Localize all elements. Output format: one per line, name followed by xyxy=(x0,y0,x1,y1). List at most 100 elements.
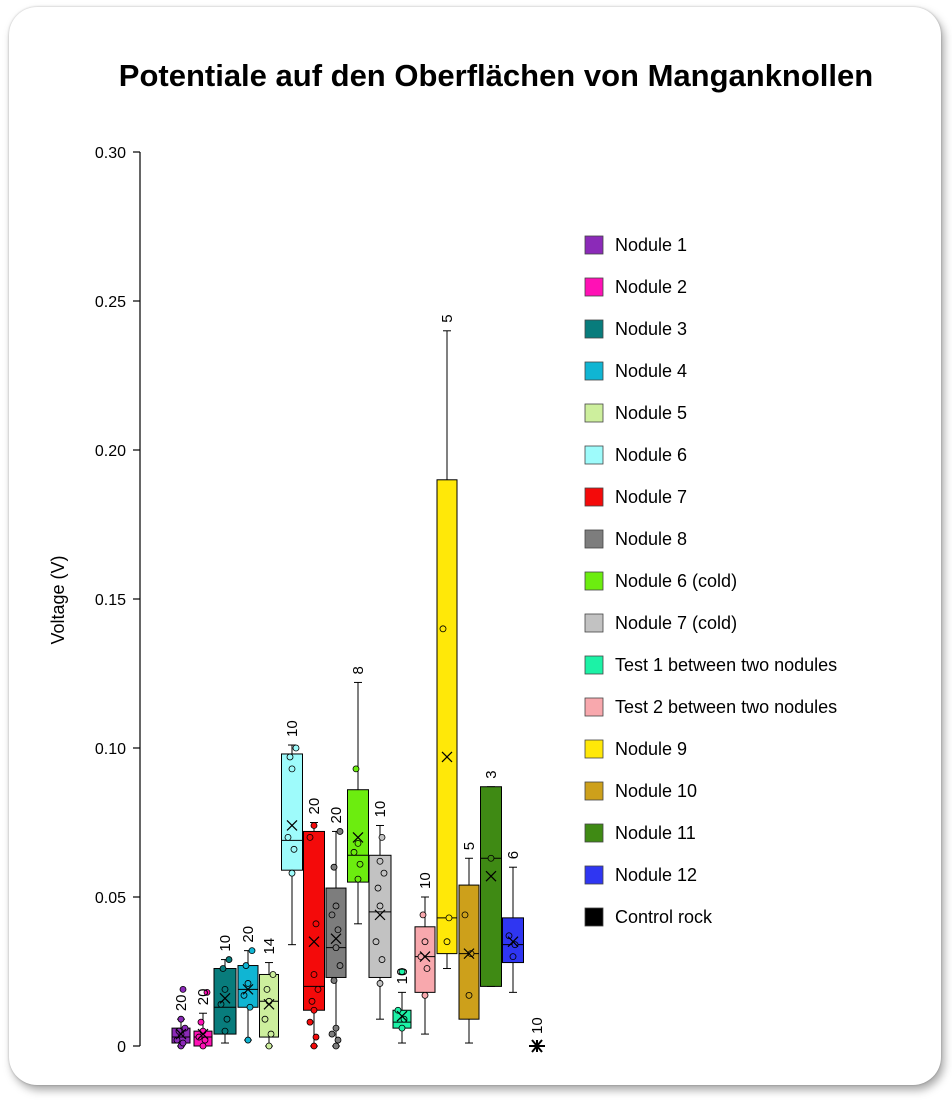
legend-swatch xyxy=(584,445,604,465)
data-point xyxy=(306,1018,314,1026)
sample-count-label: 14 xyxy=(261,938,278,955)
data-point xyxy=(201,1036,209,1044)
legend-label: Nodule 11 xyxy=(615,823,696,843)
y-tick-label: 0 xyxy=(117,1039,126,1056)
data-point xyxy=(376,980,384,987)
data-point xyxy=(509,953,517,960)
data-point xyxy=(179,1039,187,1047)
data-point xyxy=(261,1015,269,1023)
data-point xyxy=(173,1036,181,1044)
data-point xyxy=(219,965,227,972)
legend-label: Nodule 4 xyxy=(615,361,687,381)
sample-count-label: 20 xyxy=(195,989,212,1006)
mean-marker xyxy=(330,933,342,945)
box-3: 10 xyxy=(213,935,237,1044)
legend-label: Nodule 3 xyxy=(615,319,687,339)
legend: Nodule 1 Nodule 2 Nodule 3 Nodule 4 Nodule 5… xyxy=(584,235,837,927)
box-body xyxy=(325,887,347,978)
data-point xyxy=(378,956,386,963)
data-point xyxy=(354,875,362,883)
mean-marker xyxy=(507,936,519,948)
data-point xyxy=(378,834,386,841)
sample-count-label: 20 xyxy=(240,926,257,943)
legend-swatch xyxy=(584,739,604,759)
mean-marker xyxy=(463,948,475,960)
box-1: 20 xyxy=(171,985,191,1050)
box-17: 10 xyxy=(529,1017,546,1053)
box-5: 14 xyxy=(259,938,279,1050)
legend-item: Nodule 5 xyxy=(584,403,687,423)
data-point xyxy=(376,902,384,910)
legend-label: Nodule 2 xyxy=(615,277,687,297)
legend-swatch xyxy=(584,571,604,591)
data-point xyxy=(308,997,316,1005)
data-point xyxy=(197,1018,205,1026)
box-10: 10 xyxy=(368,801,392,1020)
data-point xyxy=(314,985,322,993)
y-axis: 0 0.05 0.10 0.15 0.20 0.25 0.30 Voltage (V) xyxy=(48,145,141,1056)
data-point xyxy=(398,1024,406,1032)
data-point xyxy=(465,991,473,999)
sample-count-label: 10 xyxy=(372,801,389,818)
data-point xyxy=(400,1015,408,1023)
sample-count-label: 10 xyxy=(394,968,411,985)
legend-label: Nodule 1 xyxy=(615,235,687,255)
box-15: 3 xyxy=(480,770,502,987)
box-8: 20 xyxy=(325,807,347,1050)
legend-item: Nodule 1 xyxy=(584,235,687,255)
mean-marker xyxy=(219,992,231,1004)
legend-item: Nodule 6 (cold) xyxy=(584,571,737,591)
data-point xyxy=(221,1027,229,1035)
data-point xyxy=(354,839,362,847)
data-point xyxy=(306,834,314,841)
data-point xyxy=(421,938,429,946)
legend-swatch xyxy=(584,319,604,339)
data-point xyxy=(328,911,336,919)
box-6: 10 xyxy=(281,720,303,946)
box-4: 20 xyxy=(237,926,259,1044)
data-point xyxy=(511,941,519,949)
data-point xyxy=(284,834,292,841)
mean-marker xyxy=(441,751,453,763)
data-point xyxy=(195,1033,203,1041)
box-body xyxy=(502,917,524,964)
legend-label: Nodule 8 xyxy=(615,529,687,549)
data-point xyxy=(265,997,273,1005)
data-point xyxy=(217,1000,225,1008)
data-point xyxy=(505,932,513,940)
data-point xyxy=(221,985,229,993)
y-tick-label: 0.25 xyxy=(95,294,126,311)
legend-swatch xyxy=(584,907,604,927)
sample-count-label: 20 xyxy=(306,798,323,815)
legend-item: Control rock xyxy=(584,907,713,927)
box-body xyxy=(368,854,392,978)
legend-swatch xyxy=(584,277,604,297)
legend-item: Nodule 8 xyxy=(584,529,687,549)
y-tick-label: 0.15 xyxy=(95,592,126,609)
mean-marker xyxy=(175,1028,187,1040)
mean-marker xyxy=(396,1010,408,1022)
data-point xyxy=(310,1006,318,1014)
data-point xyxy=(265,1042,273,1050)
legend-item: Nodule 4 xyxy=(584,361,687,381)
legend-item: Nodule 7 xyxy=(584,487,687,507)
box-body xyxy=(436,479,458,955)
legend-label: Control rock xyxy=(615,907,713,927)
legend-swatch xyxy=(584,403,604,423)
data-point xyxy=(394,1006,402,1014)
mean-marker xyxy=(352,831,364,843)
data-point xyxy=(286,753,294,761)
legend-item: Nodule 11 xyxy=(584,823,696,843)
legend-label: Nodule 6 (cold) xyxy=(615,571,737,591)
box-body xyxy=(480,786,502,987)
sample-count-label: 5 xyxy=(439,314,456,322)
box-body xyxy=(259,973,279,1038)
data-point xyxy=(356,860,364,868)
sample-count-label: 10 xyxy=(217,935,234,952)
data-point xyxy=(288,765,296,773)
data-point xyxy=(181,1024,189,1032)
data-point xyxy=(312,920,320,928)
data-point xyxy=(175,1027,183,1035)
